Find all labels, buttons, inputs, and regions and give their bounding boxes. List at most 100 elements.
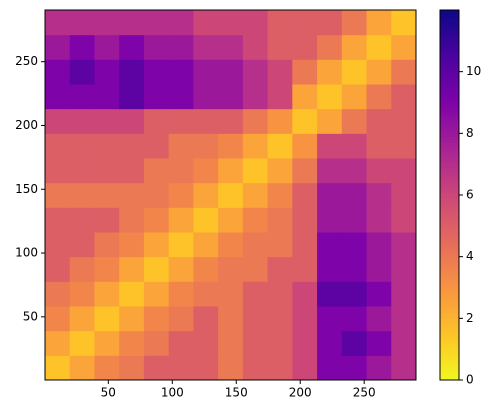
plot-frame bbox=[44, 9, 417, 381]
heat-cell bbox=[317, 256, 343, 282]
colorbar-step bbox=[440, 77, 459, 82]
heat-cell bbox=[366, 158, 392, 184]
heat-cell bbox=[94, 59, 120, 85]
heat-cell bbox=[143, 256, 170, 282]
colorbar-step bbox=[440, 47, 459, 51]
heat-cell bbox=[45, 207, 71, 233]
heat-cell bbox=[341, 158, 368, 184]
colorbar-step bbox=[440, 96, 459, 100]
heat-cell bbox=[94, 10, 120, 36]
colorbar-tick-label: 2 bbox=[466, 311, 474, 325]
colorbar-step bbox=[440, 10, 459, 14]
colorbar-step bbox=[440, 179, 459, 184]
heat-cell bbox=[391, 158, 417, 184]
heat-cell bbox=[292, 207, 318, 233]
colorbar-step bbox=[440, 333, 459, 338]
heat-cell bbox=[119, 355, 145, 381]
heat-cell bbox=[366, 108, 392, 134]
heat-cell bbox=[119, 34, 145, 60]
y-tick-label: 150 bbox=[15, 182, 38, 196]
colorbar-step bbox=[440, 259, 459, 264]
heat-cell bbox=[218, 108, 244, 134]
colorbar-step bbox=[440, 232, 459, 236]
heat-cell bbox=[391, 330, 417, 356]
heat-cell bbox=[366, 34, 392, 60]
heat-cell bbox=[119, 108, 145, 134]
heat-cell bbox=[341, 34, 368, 60]
heat-cell bbox=[119, 59, 145, 85]
colorbar-step bbox=[440, 306, 459, 310]
colorbar-tick-label: 0 bbox=[466, 373, 474, 387]
heat-cell bbox=[168, 207, 194, 233]
colorbar-step bbox=[440, 327, 459, 332]
colorbar-step bbox=[440, 161, 459, 165]
heat-cell bbox=[292, 84, 318, 110]
heat-cell bbox=[391, 34, 417, 60]
colorbar-step bbox=[440, 53, 459, 57]
heat-cell bbox=[193, 207, 219, 233]
colorbar-step bbox=[440, 50, 459, 54]
colorbar-step bbox=[440, 256, 459, 261]
colorbar-step bbox=[440, 253, 459, 258]
heat-cell bbox=[317, 182, 343, 208]
y-tick-label: 50 bbox=[23, 309, 38, 323]
colorbar-step bbox=[440, 339, 459, 344]
colorbar-step bbox=[440, 93, 459, 97]
colorbar-step bbox=[440, 213, 459, 218]
heat-cell bbox=[341, 133, 368, 159]
colorbar-step bbox=[440, 201, 459, 205]
colorbar-tick-label: 4 bbox=[466, 249, 474, 263]
x-tick-label: 100 bbox=[161, 386, 184, 400]
colorbar-step bbox=[440, 154, 459, 159]
heat-cell bbox=[242, 108, 269, 134]
heat-cell bbox=[292, 330, 318, 356]
colorbar-step bbox=[440, 309, 459, 313]
heat-cell bbox=[242, 256, 269, 282]
heat-cell bbox=[45, 182, 71, 208]
colorbar-step bbox=[440, 318, 459, 322]
heat-cell bbox=[391, 108, 417, 134]
heat-cell bbox=[391, 182, 417, 208]
heat-cell bbox=[193, 330, 219, 356]
colorbar-step bbox=[440, 102, 459, 107]
heat-cell bbox=[193, 59, 219, 85]
colorbar-step bbox=[440, 238, 459, 242]
y-tick-label: 100 bbox=[15, 246, 38, 260]
heat-cell bbox=[317, 207, 343, 233]
colorbar-step bbox=[440, 265, 459, 270]
heat-cell bbox=[341, 355, 368, 381]
heat-cell bbox=[267, 281, 293, 307]
heat-cell bbox=[119, 330, 145, 356]
heat-cell bbox=[143, 355, 170, 381]
colorbar-step bbox=[440, 296, 459, 301]
heat-cell bbox=[218, 59, 244, 85]
colorbar-step bbox=[440, 37, 459, 42]
colorbar-step bbox=[440, 130, 459, 134]
colorbar-step bbox=[440, 312, 459, 316]
colorbar-step bbox=[440, 275, 459, 279]
heat-cell bbox=[366, 281, 392, 307]
colorbar-step bbox=[440, 22, 459, 26]
colorbar-step bbox=[440, 142, 459, 147]
colorbar-step bbox=[440, 90, 459, 94]
colorbar-step bbox=[440, 219, 459, 224]
heat-cell bbox=[94, 133, 120, 159]
heat-cell bbox=[317, 84, 343, 110]
heat-cell bbox=[366, 306, 392, 332]
heat-cell bbox=[94, 306, 120, 332]
colorbar-step bbox=[440, 269, 459, 273]
heat-cell bbox=[391, 84, 417, 110]
heat-cell bbox=[242, 182, 269, 208]
heat-cell bbox=[168, 158, 194, 184]
heat-cell bbox=[45, 84, 71, 110]
colorbar-step bbox=[440, 188, 459, 193]
colorbar-step bbox=[440, 198, 459, 202]
heat-cell bbox=[242, 59, 269, 85]
colorbar-step bbox=[440, 127, 459, 131]
colorbar-step bbox=[440, 281, 459, 285]
heat-cell bbox=[242, 34, 269, 60]
heat-cell bbox=[45, 59, 71, 85]
colorbar-tick-label: 6 bbox=[466, 188, 474, 202]
colorbar-step bbox=[440, 84, 459, 88]
heat-cell bbox=[119, 232, 145, 258]
